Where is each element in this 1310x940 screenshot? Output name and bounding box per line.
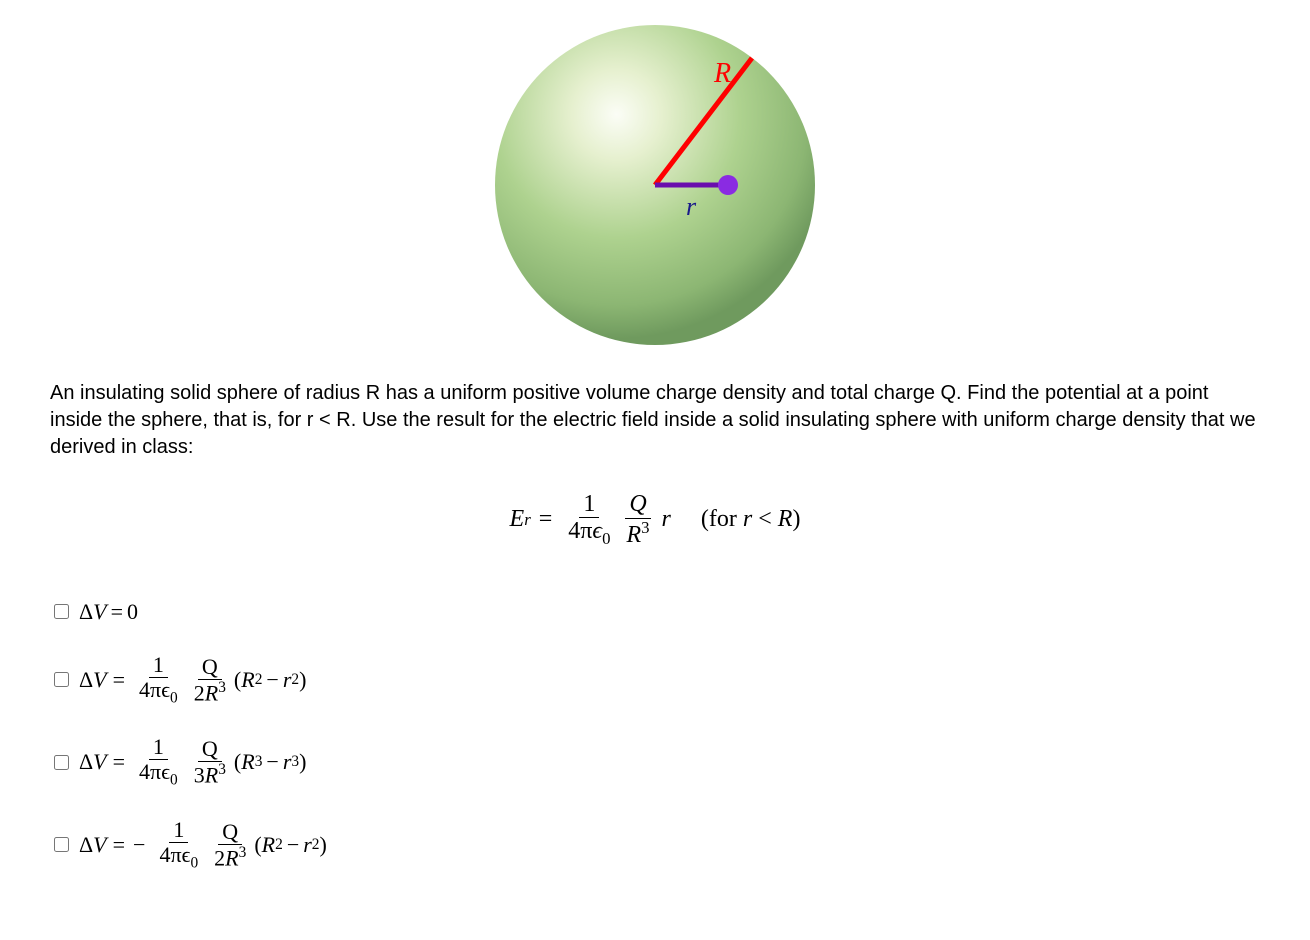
eq-E: E: [510, 506, 525, 533]
given-equation: Er = 1 4πϵ0 Q R3 r (for r < R): [50, 491, 1260, 549]
option-4-checkbox[interactable]: [54, 837, 69, 852]
option-3-equation: ΔV= 1 4πϵ0 Q 3R3 (R3 − r3): [79, 735, 306, 790]
option-2: ΔV= 1 4πϵ0 Q 2R3 (R2 − r2): [50, 653, 1260, 708]
option-1-equation: ΔV=0: [79, 599, 138, 625]
option-3: ΔV= 1 4πϵ0 Q 3R3 (R3 − r3): [50, 735, 1260, 790]
problem-text: An insulating solid sphere of radius R h…: [50, 380, 1260, 461]
option-1: ΔV=0: [50, 599, 1260, 625]
eq-trailing-r: r: [662, 506, 671, 533]
answer-options: ΔV=0 ΔV= 1 4πϵ0 Q 2R3 (R2 − r2): [50, 599, 1260, 873]
option-3-checkbox[interactable]: [54, 755, 69, 770]
option-1-checkbox[interactable]: [54, 604, 69, 619]
sphere-figure: R r: [490, 20, 820, 350]
figure-wrap: R r: [50, 20, 1260, 355]
problem-container: R r An insulating solid sphere of radius…: [0, 0, 1310, 940]
label-r: r: [686, 192, 697, 221]
eq-frac2: Q R3: [622, 491, 653, 548]
option-4-equation: ΔV= − 1 4πϵ0 Q 2R3 (R2 − r2): [79, 818, 327, 873]
label-R: R: [713, 58, 731, 89]
eq-sub-r: r: [524, 510, 531, 530]
eq-frac1: 1 4πϵ0: [564, 491, 614, 549]
option-4: ΔV= − 1 4πϵ0 Q 2R3 (R2 − r2): [50, 818, 1260, 873]
option-2-equation: ΔV= 1 4πϵ0 Q 2R3 (R2 − r2): [79, 653, 306, 708]
option-2-checkbox[interactable]: [54, 672, 69, 687]
